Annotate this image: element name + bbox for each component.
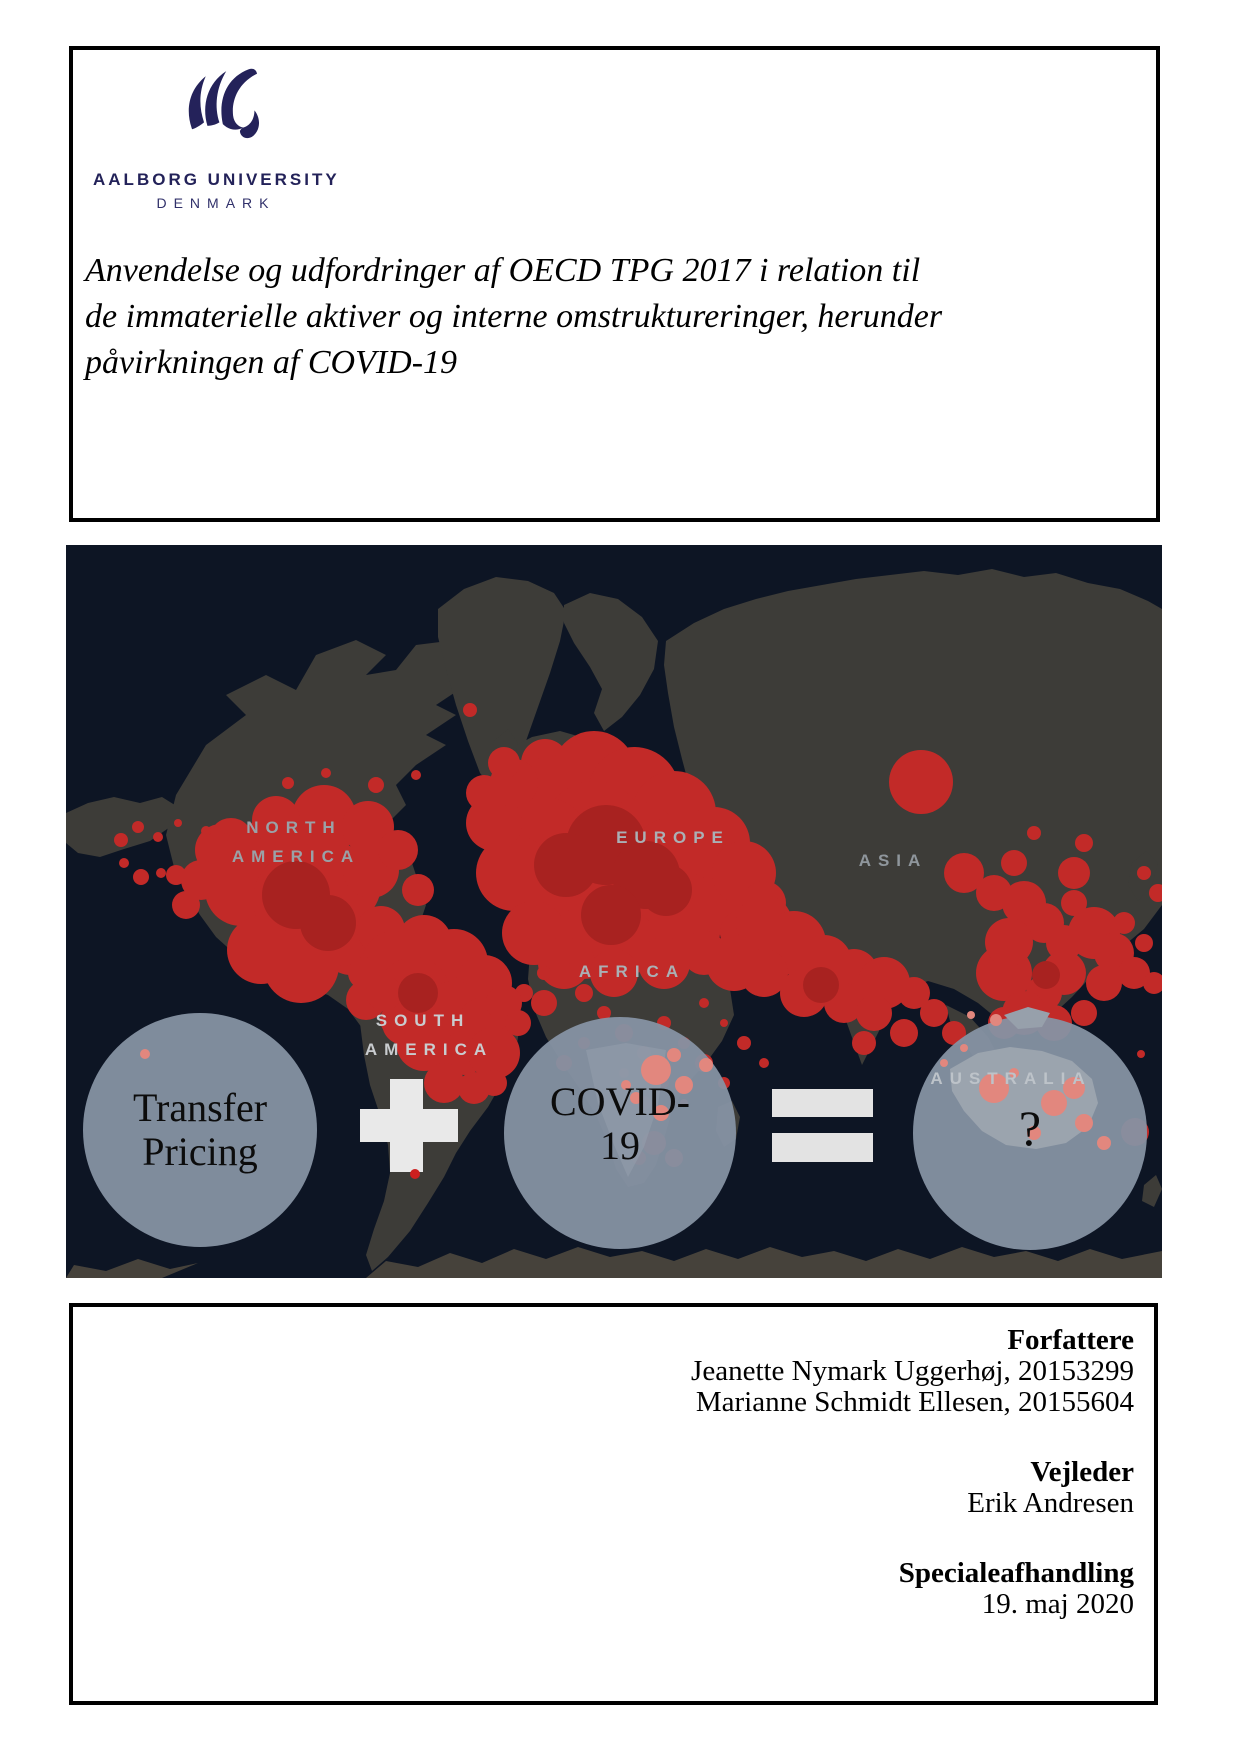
supervisor-name: Erik Andresen [967, 1487, 1134, 1519]
map-label-europe: EUROPE [616, 828, 730, 847]
spacer [73, 1519, 1134, 1558]
university-country: DENMARK [156, 195, 276, 211]
map-label-asia: ASIA [859, 851, 928, 870]
thesis-type-heading: Specialeafhandling [898, 1557, 1134, 1589]
map-label-south-america: AMERICA [365, 1040, 493, 1059]
equals-icon [772, 1089, 873, 1162]
covid-label-line2: 19 [600, 1123, 640, 1168]
transfer-pricing-label-line1: Transfer [133, 1085, 267, 1130]
plus-icon [360, 1079, 458, 1172]
map-antarctica [66, 1247, 1162, 1278]
transfer-pricing-label-line2: Pricing [142, 1129, 258, 1174]
authors-heading: Forfattere [1007, 1324, 1134, 1356]
title-line-2: de immaterielle aktiver og interne omstr… [85, 298, 943, 335]
title-line-1: Anvendelse og udfordringer af OECD TPG 2… [85, 252, 921, 289]
thesis-date: 19. maj 2020 [981, 1588, 1134, 1620]
covid-label-line1: COVID- [550, 1079, 690, 1124]
map-label-australia: AUSTRALIA [930, 1069, 1091, 1088]
title-line-3: påvirkningen af COVID-19 [85, 344, 458, 381]
author-1: Jeanette Nymark Uggerhøj, 20153299 [691, 1355, 1134, 1387]
new-guinea-silhouette [1004, 1007, 1050, 1029]
map-label-south: SOUTH [376, 1011, 471, 1030]
continent-labels: NORTH AMERICA EUROPE ASIA AFRICA SOUTH A… [232, 818, 928, 1059]
author-2: Marianne Schmidt Ellesen, 20155604 [695, 1386, 1134, 1418]
university-logo: AALBORG UNIVERSITY DENMARK [93, 66, 339, 211]
spacer [73, 1418, 1134, 1457]
university-name: AALBORG UNIVERSITY [93, 170, 340, 189]
credits-box: Forfattere Jeanette Nymark Uggerhøj, 201… [69, 1303, 1158, 1705]
map-label-north-america: AMERICA [232, 847, 360, 866]
covid-spread-dots-faded [140, 1011, 1111, 1150]
map-label-north: NORTH [246, 818, 341, 837]
covid-accent-dot [410, 1169, 420, 1179]
thesis-title: Anvendelse og udfordringer af OECD TPG 2… [85, 248, 1143, 386]
question-mark-label: ? [1019, 1100, 1041, 1156]
title-box: AALBORG UNIVERSITY DENMARK Anvendelse og… [69, 46, 1160, 522]
covid-spread-dots-dark [262, 805, 1060, 1013]
supervisor-heading: Vejleder [1030, 1456, 1134, 1488]
aau-swirl-icon [188, 68, 259, 139]
cover-illustration: NORTH AMERICA EUROPE ASIA AFRICA SOUTH A… [66, 545, 1162, 1278]
map-label-africa: AFRICA [579, 962, 685, 981]
transfer-pricing-circle [83, 1013, 317, 1247]
equation-text: Transfer Pricing COVID- 19 ? [133, 1079, 1041, 1174]
australia-silhouette [950, 1047, 1098, 1149]
